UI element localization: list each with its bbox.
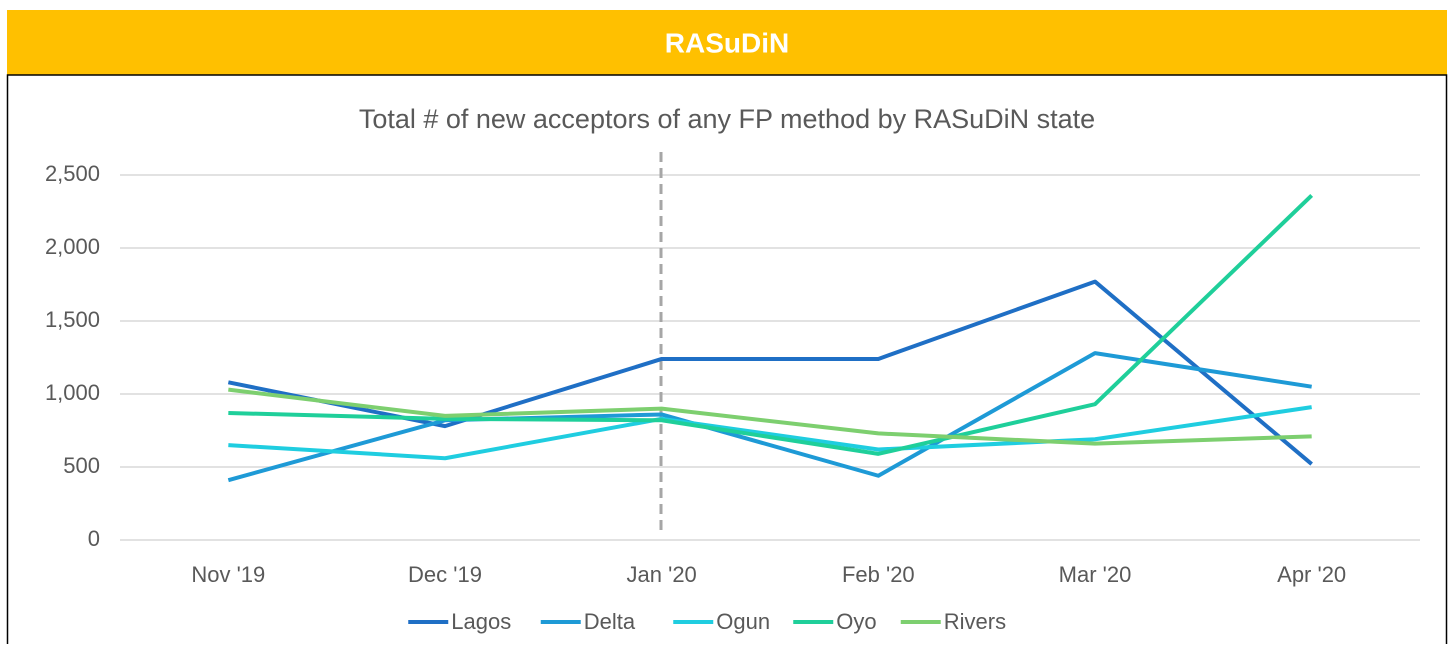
legend-label: Delta (584, 609, 636, 634)
header-bar (7, 10, 1447, 75)
series-line (228, 387, 1312, 446)
legend-label: Ogun (716, 609, 770, 634)
legend-label: Oyo (836, 609, 876, 634)
series-line (228, 405, 1312, 461)
header-title: RASuDiN (665, 27, 789, 58)
x-tick-label: Dec '19 (408, 562, 482, 587)
y-tick-label: 1,500 (45, 307, 100, 332)
x-tick-label: Jan '20 (627, 562, 697, 587)
legend-label: Rivers (944, 609, 1006, 634)
chart-title: Total # of new acceptors of any FP metho… (359, 104, 1095, 134)
legend-label: Lagos (451, 609, 511, 634)
y-tick-label: 2,500 (45, 161, 100, 186)
series-line (227, 351, 1312, 483)
x-tick-label: Mar '20 (1059, 562, 1132, 587)
x-tick-label: Feb '20 (842, 562, 915, 587)
y-tick-label: 1,000 (45, 380, 100, 405)
x-tick-label: Nov '19 (191, 562, 265, 587)
series-line (228, 193, 1314, 456)
chart-frame (6, 74, 1448, 649)
y-tick-label: 500 (63, 453, 100, 478)
y-tick-label: 2,000 (45, 234, 100, 259)
y-tick-label: 0 (88, 526, 100, 551)
x-tick-label: Apr '20 (1277, 562, 1346, 587)
